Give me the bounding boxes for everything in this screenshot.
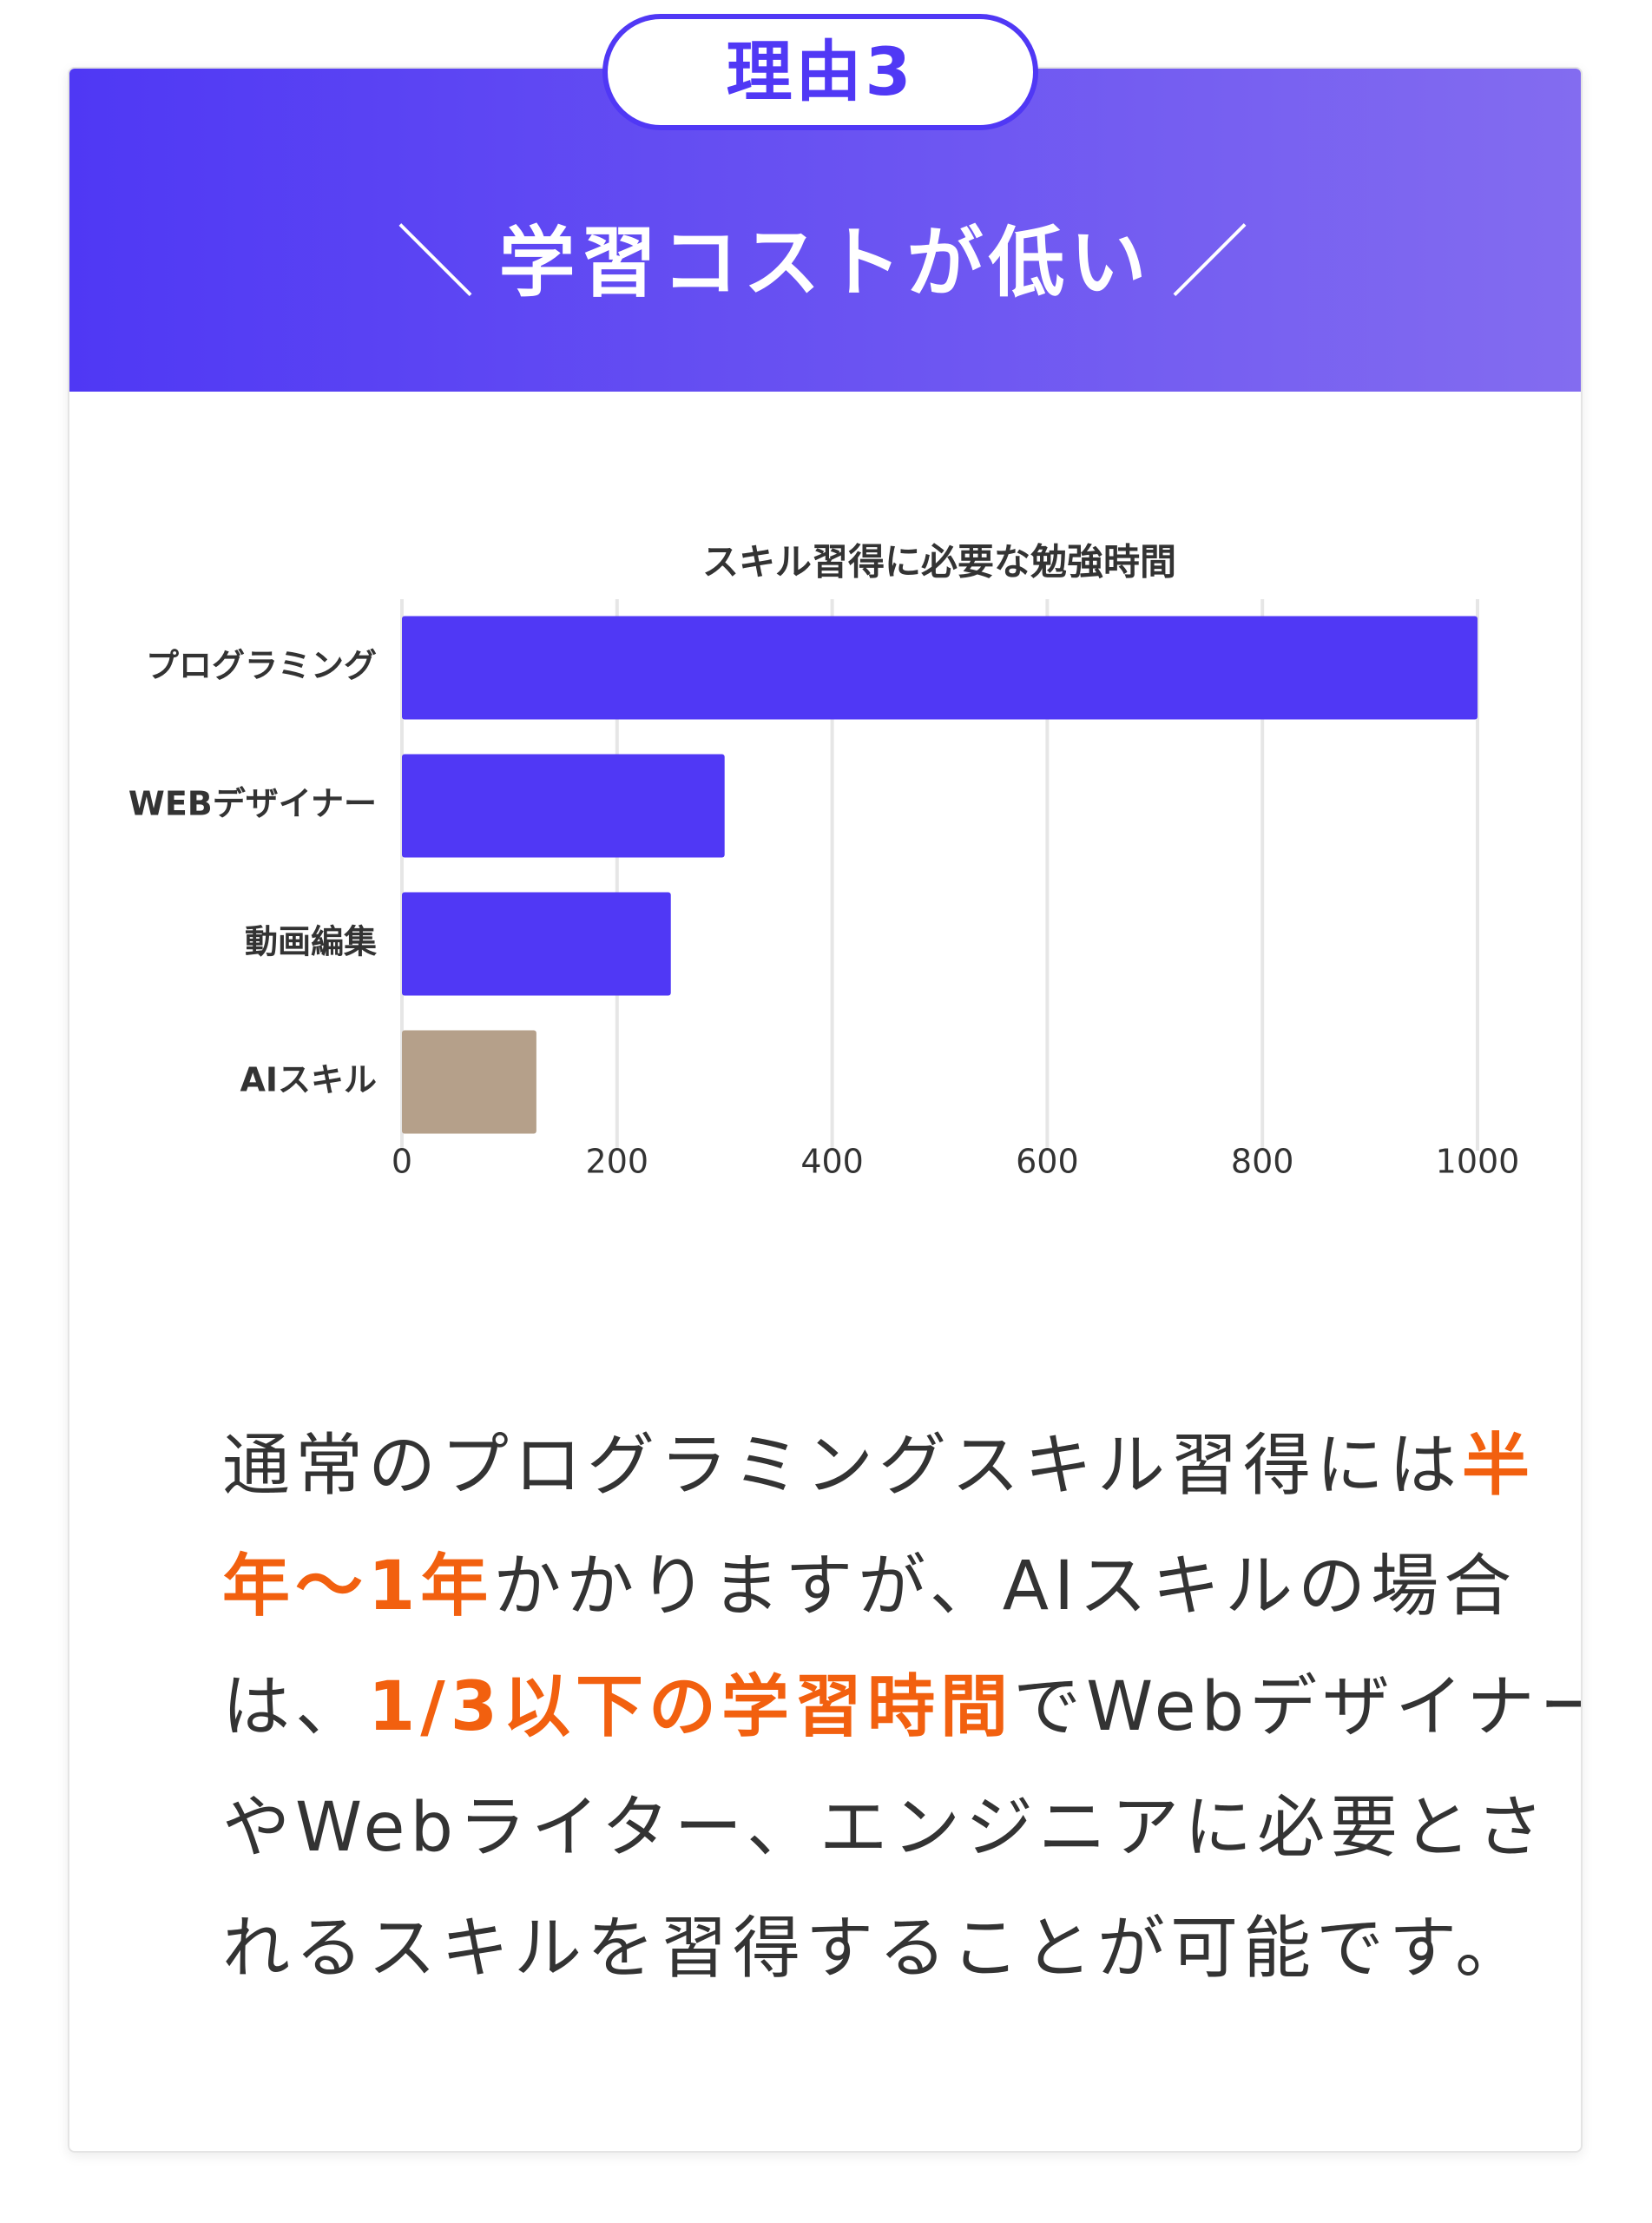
x-tick-label: 200: [586, 1143, 649, 1181]
bar: [402, 616, 1478, 720]
text-segment: 通常のプログラミングスキル習得には: [222, 1427, 1463, 1505]
y-tick-label: 動画編集: [245, 923, 377, 961]
x-tick-label: 1000: [1436, 1143, 1520, 1181]
bar: [402, 1030, 536, 1134]
y-tick-label: プログラミング: [146, 647, 377, 685]
x-tick-label: 600: [1016, 1143, 1079, 1181]
heading-row: ＼ 学習コストが低い／: [69, 199, 1581, 312]
text-line: やWebライター、エンジニアに必要とさ: [222, 1768, 1581, 1889]
heading: 学習コストが低い: [498, 218, 1152, 307]
chart-title: スキル習得に必要な勉強時間: [702, 541, 1176, 584]
text-segment: でWebデザイナー: [1013, 1668, 1583, 1746]
bar: [402, 754, 725, 858]
text-segment: は、: [222, 1668, 369, 1746]
badge: 理由3: [602, 14, 1038, 130]
decor-slash: ＼: [396, 217, 480, 308]
text-segment: れるスキルを習得することが可能です。: [222, 1910, 1529, 1988]
text-line: 通常のプログラミングスキル習得には半: [222, 1406, 1581, 1527]
text-segment: 半: [1462, 1427, 1536, 1505]
y-tick-label: WEBデザイナー: [128, 785, 377, 823]
text-segment: 1/3以下の学習時間: [368, 1668, 1014, 1746]
text-line: 年〜1年かかりますが、AIスキルの場合: [222, 1527, 1581, 1647]
text-segment: やWebライター、エンジニアに必要とさ: [222, 1789, 1550, 1867]
x-tick-label: 0: [392, 1143, 412, 1181]
decor-slash: ／: [1170, 217, 1254, 308]
x-tick-label: 800: [1231, 1143, 1294, 1181]
text-segment: 年〜1年: [222, 1547, 494, 1626]
x-tick-label: 400: [800, 1143, 864, 1181]
text-line: れるスキルを習得することが可能です。: [222, 1889, 1581, 2009]
reason-card: ＼ 学習コストが低い／ 通常のプログラミングスキル習得には半 年〜1年かかりますが、…: [68, 67, 1583, 2153]
text-line: は、1/3以下の学習時間でWebデザイナー: [222, 1647, 1583, 1768]
text-segment: かかりますが、AIスキルの場合: [493, 1547, 1517, 1626]
body-text: 通常のプログラミングスキル習得には半 年〜1年かかりますが、AIスキルの場合 は、1…: [222, 1406, 1583, 2009]
bar: [402, 892, 671, 996]
chart: スキル習得に必要な勉強時間 0 200 400 600 800 1000 プログラミング WE…: [128, 541, 1520, 1181]
y-tick-label: AIスキル: [240, 1061, 377, 1099]
